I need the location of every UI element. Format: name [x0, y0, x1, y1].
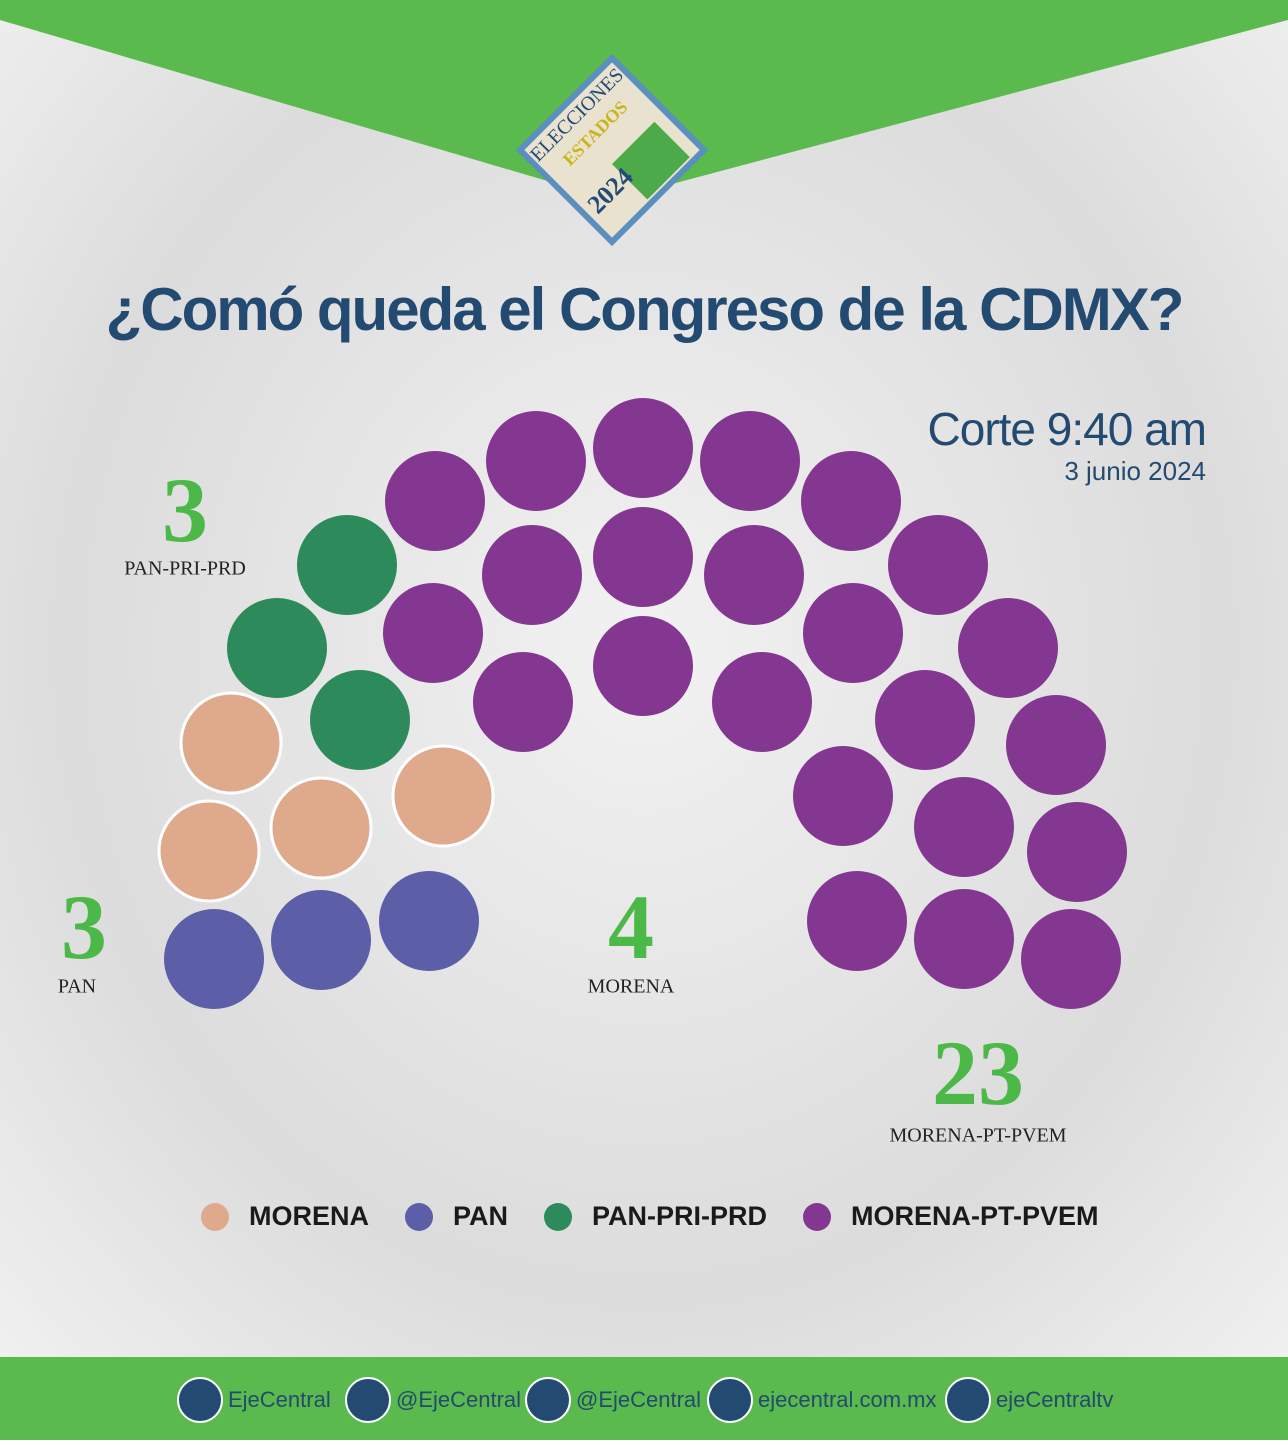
- social-handle: EjeCentral: [228, 1387, 331, 1412]
- social-icon: [525, 1377, 571, 1423]
- seat: [297, 515, 397, 615]
- seat: [271, 890, 371, 990]
- footer: EjeCentral @EjeCentral @EjeCentral ejecentr…: [177, 1377, 1113, 1423]
- seat: [700, 411, 800, 511]
- seat: [391, 744, 495, 848]
- seat-party: PAN-PRI-PRD: [124, 558, 246, 580]
- seats: [157, 398, 1127, 1009]
- seat: [914, 889, 1014, 989]
- seat-count: 3: [61, 876, 107, 978]
- logo-box: [515, 53, 709, 247]
- social-icon: [707, 1377, 753, 1423]
- seat: [712, 652, 812, 752]
- seat: [704, 525, 804, 625]
- logo-ballot: [612, 121, 690, 200]
- seat: [807, 871, 907, 971]
- chart-subtitle: Corte 9:40 am: [928, 403, 1206, 455]
- legend-swatch: [405, 1203, 433, 1231]
- seat: [164, 909, 264, 1009]
- seat-count: 4: [608, 876, 654, 978]
- seat: [383, 583, 483, 683]
- seat: [593, 507, 693, 607]
- seat: [179, 691, 283, 795]
- legend-label: MORENA-PT-PVEM: [851, 1201, 1099, 1231]
- seat: [473, 652, 573, 752]
- legend-swatch: [201, 1203, 229, 1231]
- seat: [482, 525, 582, 625]
- legend-label: PAN: [453, 1201, 508, 1231]
- seat: [875, 670, 975, 770]
- chart-title: ¿Comó queda el Congreso de la CDMX?: [106, 276, 1183, 343]
- seat: [1021, 909, 1121, 1009]
- social-icon: [945, 1377, 991, 1423]
- social-icon: [345, 1377, 391, 1423]
- seat: [803, 583, 903, 683]
- seat: [888, 515, 988, 615]
- seat-count: 3: [162, 459, 208, 561]
- legend: MORENA PAN PAN-PRI-PRD MORENA-PT-PVEM: [201, 1201, 1099, 1231]
- seat: [958, 598, 1058, 698]
- seat: [227, 598, 327, 698]
- legend-label: MORENA: [249, 1201, 369, 1231]
- seat: [793, 746, 893, 846]
- seat: [310, 670, 410, 770]
- logo: ELECCIONES ESTADOS 2024: [515, 53, 709, 247]
- seat: [801, 451, 901, 551]
- seat: [593, 398, 693, 498]
- seat: [269, 776, 373, 880]
- seat-party: MORENA-PT-PVEM: [889, 1125, 1066, 1147]
- seat-party: MORENA: [588, 976, 675, 998]
- seat-party: PAN: [58, 976, 96, 998]
- legend-swatch: [544, 1203, 573, 1231]
- legend-label: PAN-PRI-PRD: [592, 1201, 767, 1231]
- social-handle: @EjeCentral: [396, 1387, 521, 1412]
- social-handle: @EjeCentral: [576, 1387, 701, 1412]
- seat-count: 23: [932, 1022, 1024, 1124]
- social-handle: ejecentral.com.mx: [758, 1387, 937, 1412]
- chart-date: 3 junio 2024: [1064, 456, 1206, 486]
- seat: [486, 411, 586, 511]
- seat: [379, 871, 479, 971]
- seat: [914, 777, 1014, 877]
- seat: [385, 451, 485, 551]
- legend-swatch: [803, 1203, 832, 1231]
- seat: [593, 616, 693, 716]
- social-icon: [177, 1377, 223, 1423]
- seat: [157, 799, 261, 903]
- social-handle: ejeCentraltv: [996, 1387, 1113, 1412]
- seat: [1006, 695, 1106, 795]
- seat: [1027, 802, 1127, 902]
